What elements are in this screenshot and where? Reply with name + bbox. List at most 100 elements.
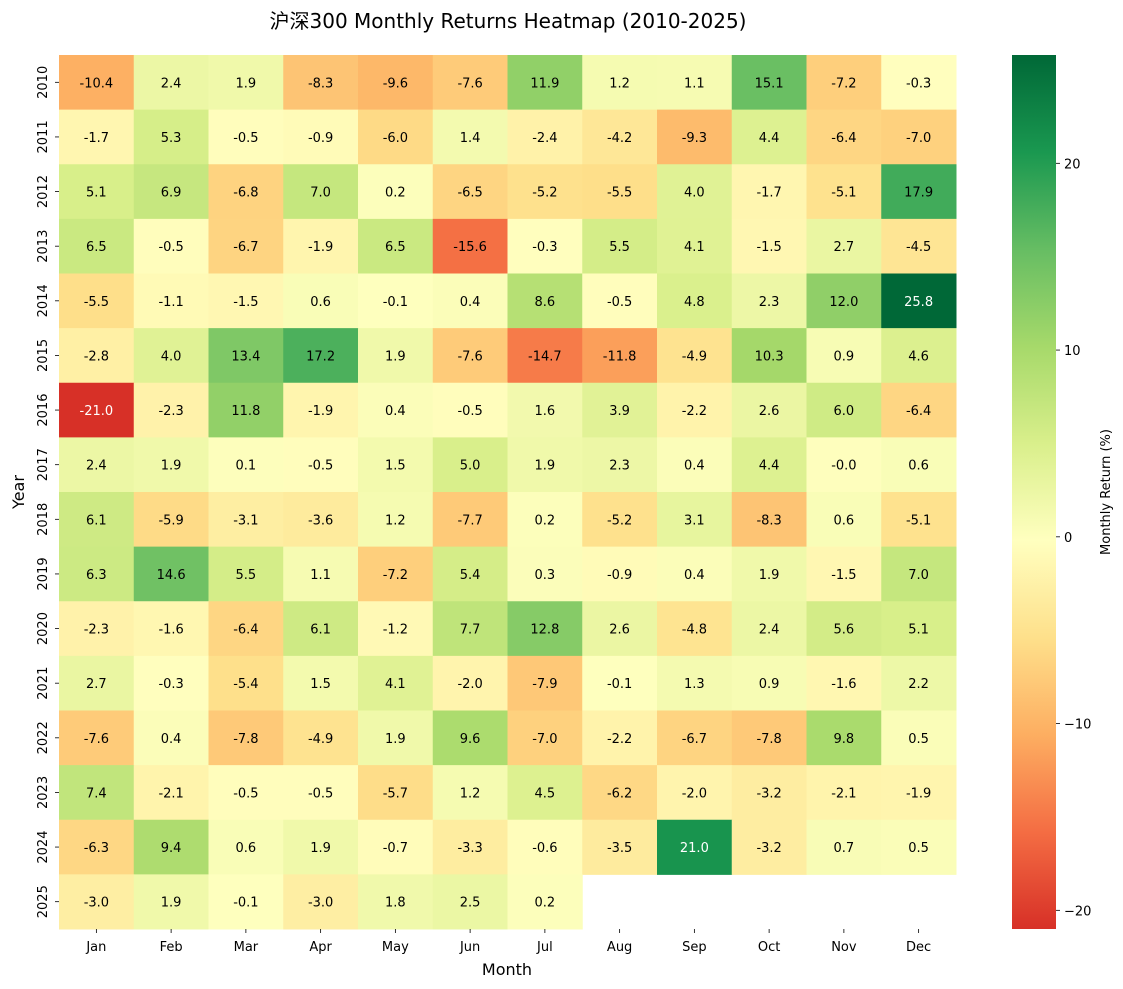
heatmap-cell [731,55,807,111]
heatmap-cell [731,819,807,875]
cell-value-label: -7.8 [233,732,258,747]
cell-value-label: -4.2 [607,131,632,146]
cell-value-label: 2.4 [161,76,182,91]
cell-value-label: 4.1 [684,240,705,255]
cell-value-label: 1.9 [161,896,182,911]
heatmap-cell [806,109,882,165]
heatmap-cell [59,546,135,602]
heatmap-cell [731,109,807,165]
heatmap-cell [358,710,434,766]
y-tick-label: 2018 [36,503,51,536]
cell-value-label: 2.7 [86,677,107,692]
cell-value-label: 1.9 [385,349,406,364]
y-tick-label: 2020 [36,612,51,645]
cell-value-label: -0.9 [607,568,632,583]
colorbar-ticks: 20 10 0 −10 −20 [1056,157,1091,919]
cell-value-label: -4.9 [308,732,333,747]
heatmap-cell [806,218,882,274]
heatmap-cell [881,382,957,438]
cell-value-label: -1.5 [831,568,856,583]
cell-value-label: -7.6 [457,76,482,91]
cell-value-label: 2.5 [460,896,481,911]
y-tick-label: 2025 [36,885,51,918]
heatmap-cell [806,765,882,821]
heatmap-cell [731,492,807,548]
cell-value-label: -1.7 [756,186,781,201]
cell-value-label: -5.5 [607,186,632,201]
cell-value-label: -5.1 [831,186,856,201]
heatmap-cell [507,655,583,711]
heatmap-cell [133,546,209,602]
heatmap-cell [582,55,658,111]
heatmap-cell [881,819,957,875]
cell-value-label: 7.0 [310,186,331,201]
heatmap-cell [657,601,733,657]
heatmap-cell [881,765,957,821]
heatmap-cell [881,546,957,602]
heatmap-cell [657,382,733,438]
heatmap-cell [806,492,882,548]
chart-title: 沪深300 Monthly Returns Heatmap (2010-2025… [270,9,747,33]
cell-value-label: 1.2 [460,786,481,801]
cell-value-label: 4.6 [908,349,929,364]
cell-value-label: -7.8 [756,732,781,747]
x-tick-label: Sep [682,940,707,955]
colorbar-tick-label: −10 [1064,718,1091,733]
cell-value-label: -4.9 [682,349,707,364]
cell-value-label: -6.2 [607,786,632,801]
cell-value-label: 0.6 [236,841,257,856]
heatmap-cell [731,328,807,384]
heatmap-cell [432,765,508,821]
cell-value-label: -2.0 [457,677,482,692]
x-tick-label: Mar [234,940,259,955]
heatmap-cell [358,819,434,875]
heatmap-cell [358,492,434,548]
cell-value-label: 1.9 [759,568,780,583]
cell-value-label: -6.8 [233,186,258,201]
heatmap-cell [432,546,508,602]
heatmap-cell [432,437,508,493]
cell-value-label: 0.2 [535,896,556,911]
heatmap-cell [657,765,733,821]
cell-value-label: -0.6 [532,841,557,856]
cell-value-label: 9.8 [834,732,855,747]
heatmap-cell [208,601,284,657]
cell-value-label: 0.4 [385,404,406,419]
cell-value-label: 0.9 [834,349,855,364]
cell-value-label: 13.4 [231,349,260,364]
heatmap-cell [208,492,284,548]
heatmap-cell [59,273,135,329]
cell-value-label: 1.6 [535,404,556,419]
heatmap-cell [358,655,434,711]
heatmap-cell [657,655,733,711]
cell-value-label: -0.1 [607,677,632,692]
heatmap-cell [806,437,882,493]
cell-value-label: 0.5 [908,732,929,747]
heatmap-cell [432,382,508,438]
x-tick-label: Jan [85,940,106,955]
cell-value-label: 6.0 [834,404,855,419]
cell-value-label: 4.8 [684,295,705,310]
cell-value-label: 0.4 [161,732,182,747]
heatmap-cell [283,55,359,111]
cell-value-label: 0.7 [834,841,855,856]
cell-value-label: -7.9 [532,677,557,692]
cell-value-label: 5.4 [460,568,481,583]
heatmap-cell [507,819,583,875]
heatmap-cell [507,55,583,111]
cell-value-label: -9.6 [383,76,408,91]
heatmap-cell [507,164,583,220]
cell-value-label: -11.8 [603,349,637,364]
colorbar-label: Monthly Return (%) [1099,429,1114,555]
heatmap-cell [657,492,733,548]
heatmap-cell [806,55,882,111]
cell-value-label: 0.6 [310,295,331,310]
cell-value-label: -6.7 [682,732,707,747]
cell-value-label: 0.6 [834,513,855,528]
cell-value-label: -7.6 [457,349,482,364]
heatmap-cell [432,273,508,329]
cell-value-label: 17.2 [306,349,335,364]
heatmap-cell [881,273,957,329]
heatmap-cell [59,55,135,111]
